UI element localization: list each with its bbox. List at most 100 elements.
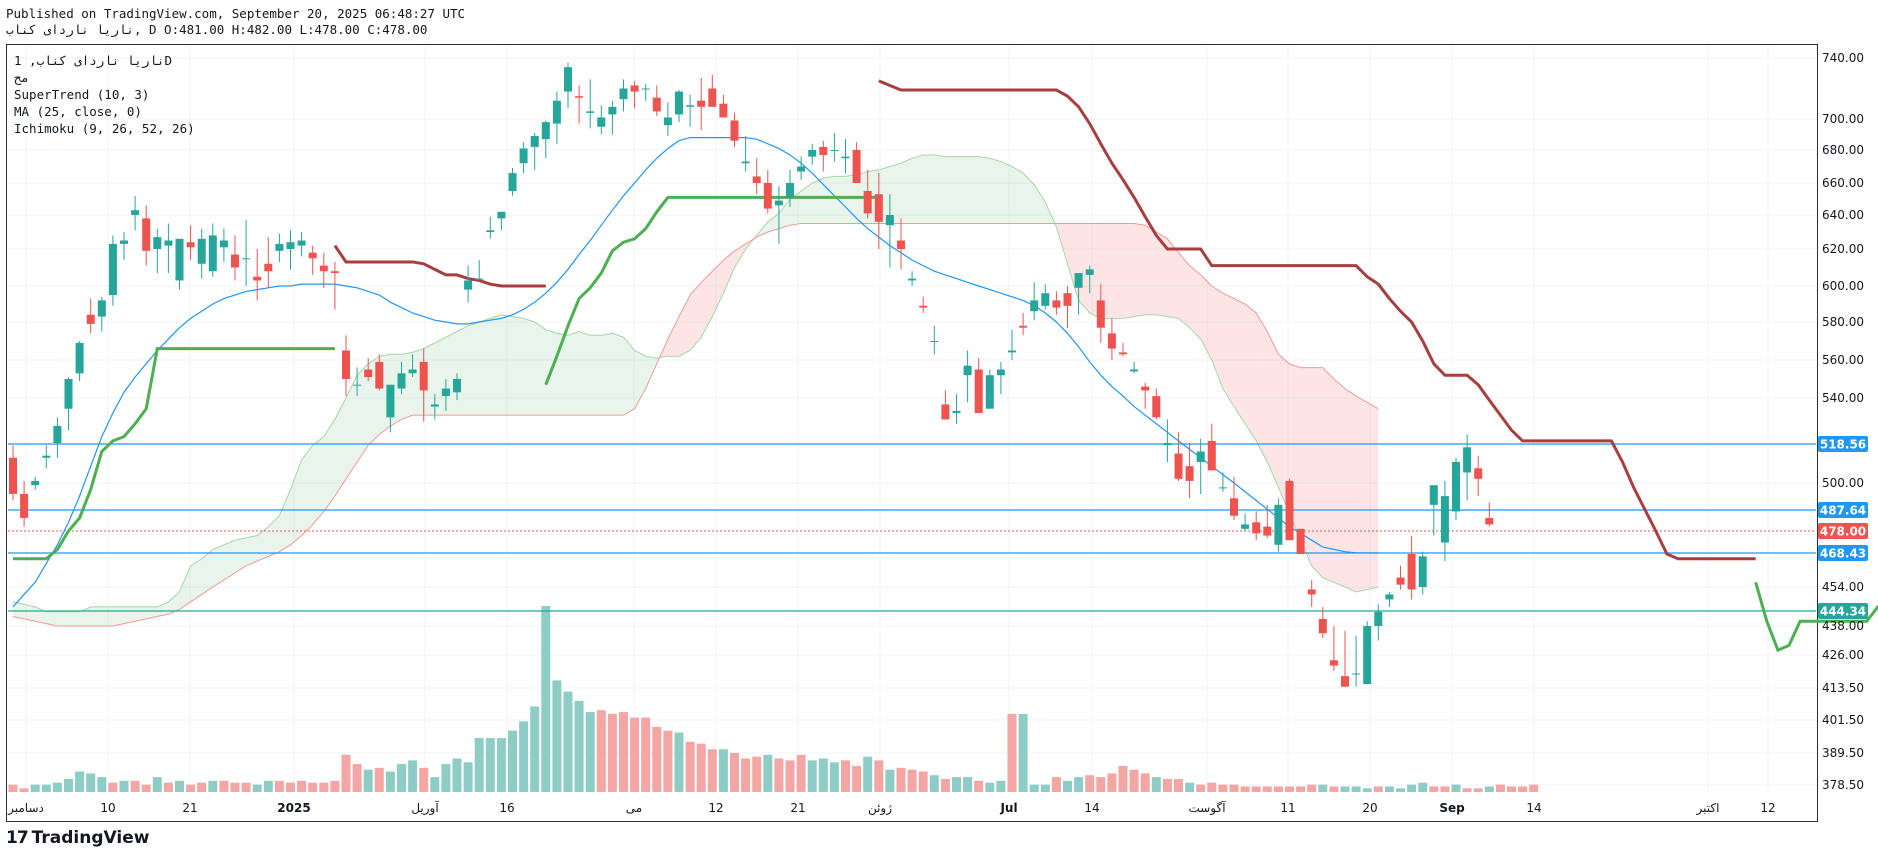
y-tick-label: 600.00 — [1822, 279, 1864, 293]
ichimoku-cloud-segment — [512, 316, 524, 416]
legend-ichimoku[interactable]: Ichimoku (9, 26, 52, 26) — [14, 121, 195, 136]
candle-body — [1185, 466, 1194, 481]
candle — [1196, 438, 1205, 494]
volume-bar — [341, 754, 351, 792]
ichimoku-cloud-segment — [623, 337, 635, 416]
candle-body — [397, 373, 406, 389]
volume-bar — [108, 782, 118, 792]
x-tick-label: 12 — [1760, 801, 1775, 815]
price-badge-bg — [1818, 436, 1868, 452]
ichimoku-cloud-segment — [634, 350, 646, 409]
candle-body — [652, 97, 661, 112]
candle — [275, 233, 284, 262]
legend-supertrend[interactable]: SuperTrend (10, 3) — [14, 87, 150, 102]
candle-body — [708, 88, 717, 107]
candle — [1485, 502, 1494, 527]
legend-symbol[interactable]: ناریا ناردای کناب, 1D — [14, 53, 173, 68]
y-tick-label: 580.00 — [1822, 315, 1864, 329]
volume-bar — [186, 784, 196, 792]
ichimoku-cloud-segment — [734, 243, 746, 268]
ichimoku-cloud-segment — [778, 199, 790, 229]
published-note: Published on TradingView.com, September … — [6, 6, 466, 21]
candle-body — [264, 263, 273, 272]
candle-body — [1296, 528, 1305, 555]
candle — [1130, 361, 1139, 374]
volume-bar — [1396, 788, 1405, 792]
candle — [186, 225, 195, 261]
chart-frame[interactable] — [6, 44, 1818, 822]
candle — [974, 358, 983, 414]
volume-bar — [707, 749, 717, 792]
volume-bar — [274, 780, 284, 792]
volume-bar — [730, 752, 739, 792]
ichimoku-cloud-segment — [723, 250, 735, 294]
volume-bar — [1107, 773, 1117, 792]
volume-bar — [75, 771, 85, 792]
candle-body — [863, 191, 872, 214]
tradingview-logo[interactable]: 17 TradingView — [6, 828, 149, 848]
volume-bar — [885, 769, 895, 792]
candle — [874, 173, 883, 249]
volume-bar — [463, 762, 473, 792]
candle-body — [441, 388, 450, 397]
y-tick-label: 640.00 — [1822, 208, 1864, 222]
ichimoku-cloud-segment — [279, 489, 291, 552]
volume-bar — [485, 738, 495, 792]
ichimoku-cloud-segment — [1167, 238, 1179, 319]
candle-body — [1107, 333, 1116, 349]
candle — [1119, 342, 1127, 357]
candle — [142, 205, 151, 266]
candle — [752, 158, 761, 195]
x-tick-label: 2025 — [277, 801, 310, 815]
candle-body — [120, 240, 128, 244]
candle — [375, 354, 384, 391]
candle-body — [575, 96, 584, 98]
x-tick-label: 12 — [708, 801, 723, 815]
candle — [42, 445, 51, 469]
ichimoku-cloud-segment — [679, 295, 691, 357]
ichimoku-cloud-segment — [556, 333, 568, 416]
ichimoku-cloud-segment — [523, 318, 535, 416]
volume-bar — [97, 777, 107, 792]
x-tick-label: آگوست — [1188, 800, 1226, 816]
ichimoku-cloud-segment — [1123, 223, 1135, 319]
candle — [242, 220, 251, 286]
volume-bar — [1162, 778, 1172, 792]
x-tick-label: 11 — [1280, 801, 1295, 815]
candle — [1152, 388, 1161, 420]
ichimoku-cloud-segment — [312, 436, 324, 525]
candle — [652, 85, 661, 116]
candle — [264, 237, 273, 288]
ichimoku-cloud-segment — [1023, 173, 1035, 224]
volume-bar — [952, 777, 961, 792]
ichimoku-cloud-segment — [1100, 223, 1112, 319]
candle — [1107, 318, 1116, 360]
legend-ma[interactable]: MA (25, close, 0) — [14, 104, 142, 119]
ichimoku-cloud-segment — [157, 601, 169, 617]
candle — [797, 156, 806, 180]
candle-body — [919, 305, 928, 308]
volume-bar — [1207, 782, 1217, 792]
volume-bar — [1262, 786, 1272, 792]
candle-body — [686, 105, 695, 107]
candle-body — [231, 254, 239, 268]
candle-body — [885, 215, 894, 226]
candle — [586, 79, 595, 129]
candle-body — [319, 265, 328, 272]
candle — [419, 348, 428, 422]
volume-bar — [19, 788, 29, 792]
ichimoku-cloud-segment — [1034, 184, 1046, 224]
candle-body — [941, 404, 950, 420]
moving-average-line — [12, 137, 1379, 608]
y-tick-label: 500.00 — [1822, 476, 1864, 490]
volume-bar — [1018, 713, 1028, 792]
candle — [308, 245, 317, 275]
ichimoku-cloud-segment — [534, 322, 546, 416]
candle-body — [1440, 496, 1449, 543]
ichimoku-cloud-segment — [290, 459, 302, 545]
ichimoku-cloud-segment — [490, 314, 502, 416]
candle-body — [1474, 468, 1483, 479]
ichimoku-cloud-segment — [434, 337, 446, 416]
volume-bar — [263, 780, 273, 792]
